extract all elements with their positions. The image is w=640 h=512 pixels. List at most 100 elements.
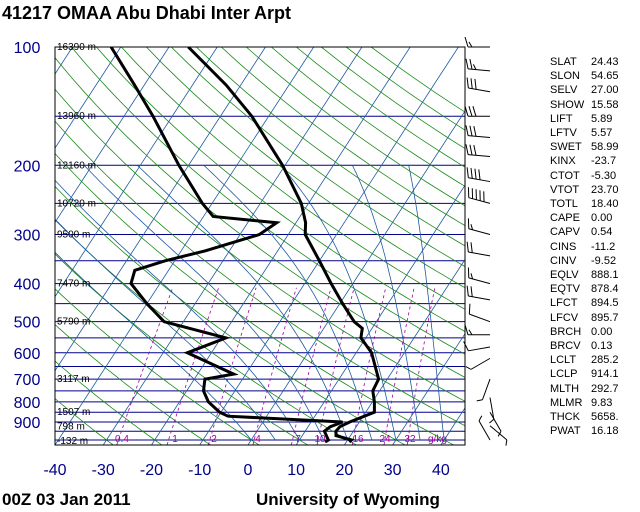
wind-barb [465,144,491,158]
wind-barb [464,324,490,336]
index-value: 285.2 [591,354,619,367]
moist-adiabat-line [408,165,445,441]
data-source: University of Wyoming [256,490,440,509]
index-name: CTOT [550,169,580,182]
moist-adiabat-line [203,165,373,441]
index-name: SLAT [550,56,577,68]
index-value: -23.7 [591,155,617,168]
mixing-ratio-line [351,287,387,445]
index-row: BRCH 0.00 [550,325,635,339]
index-row: BRCV 0.13 [550,339,635,353]
mixing-ratio-label: 32 [404,434,416,445]
wind-barb [463,341,491,352]
mixing-ratio-label: 1 [172,434,178,445]
wind-barb [467,187,491,204]
index-row: LCLP 914.1 [550,367,635,381]
index-row: EQTV 878.4 [550,282,635,296]
dry-adiabat-line [55,88,465,402]
index-name: BRCV [550,340,581,353]
index-row: CINV -9.52 [550,254,635,268]
index-row: VTOT 23.70 [550,183,635,197]
height-label: 798 m [57,422,85,433]
pressure-tick-label: 600 [14,346,41,363]
dry-adiabat-line [55,120,465,427]
dry-adiabat-line [55,253,309,445]
temperature-tick-label: -40 [43,462,66,479]
dry-adiabat-line [55,152,454,445]
index-name: PWAT [550,425,581,438]
index-name: MLMR [550,396,583,409]
moist-adiabat-line [55,179,300,441]
index-row: SLAT 24.43 [550,55,635,69]
dry-adiabat-line [96,47,465,332]
height-label: 7470 m [57,279,90,290]
mixing-ratio-line [116,287,174,445]
index-value: 15.58 [591,98,619,111]
mixing-ratio-line [406,287,436,445]
index-name: EQTV [550,283,580,296]
dry-adiabat-line [221,47,465,227]
temperature-tick-label: -10 [188,462,211,479]
index-value: 9.83 [591,396,613,409]
mixing-ratio-label: 4 [255,434,261,445]
height-label: 12160 m [57,160,96,171]
moist-adiabat-line [83,165,324,441]
index-name: CAPE [550,212,580,225]
index-name: LCLP [550,368,578,381]
wind-barb [464,106,490,117]
index-name: LFTV [550,127,577,140]
index-value: -5.30 [591,169,617,182]
wind-barb [489,411,502,437]
height-label: 16390 m [57,42,96,53]
index-name: EQLV [550,269,579,282]
index-value: 0.54 [591,226,613,239]
index-value: 0.00 [591,212,613,225]
wind-barb [465,58,491,72]
index-row: MLTH 292.7 [550,382,635,396]
moist-adiabat-line [137,165,349,441]
index-value: 292.7 [591,382,619,395]
pressure-tick-label: 500 [14,315,41,332]
isotherm-line [295,184,465,445]
dry-adiabat-line [196,47,465,247]
index-name: LIFT [550,112,573,125]
isotherm-line [55,47,266,372]
temperature-tick-label: 30 [384,462,402,479]
index-value: 5.89 [591,112,613,125]
temperature-tick-label: -20 [140,462,163,479]
index-row: PWAT 16.18 [550,424,635,438]
wind-barb [478,415,491,441]
index-row: SWET 58.99 [550,140,635,154]
isotherm-line [199,47,459,445]
index-row: CAPV 0.54 [550,225,635,239]
wind-barb [489,397,495,424]
index-name: CAPV [550,226,580,239]
wind-barb [467,218,491,235]
index-name: BRCH [550,325,582,338]
chart-title: 41217 OMAA Abu Dhabi Inter Arpt [2,3,292,23]
mixing-ratio-line [208,287,257,445]
temperature-tick-label: 20 [336,462,354,479]
moist-adiabat-line [280,165,397,441]
index-row: KINX -23.7 [550,154,635,168]
index-name: LFCT [550,297,578,310]
pressure-tick-label: 700 [14,372,41,389]
dry-adiabat-line [55,398,114,445]
mixing-ratio-line [166,287,219,445]
index-row: LIFT 5.89 [550,112,635,126]
index-name: TOTL [550,198,578,211]
sounding-indices: SLAT 24.43 SLON 54.65 SELV 27.00 SHOW 15.58 LIFT… [550,55,635,438]
index-row: LFCV 895.7 [550,311,635,325]
dry-adiabat-line [171,47,465,268]
wind-barbs [463,36,508,446]
wind-barb [465,357,491,370]
temperature-tick-label: 40 [432,462,450,479]
index-value: 18.40 [591,198,619,211]
index-name: MLTH [550,382,580,395]
index-value: 58.99 [591,141,619,154]
wind-barb [468,303,491,323]
pressure-tick-label: 400 [14,277,41,294]
pressure-tick-label: 900 [14,415,41,432]
index-name: KINX [550,155,576,168]
